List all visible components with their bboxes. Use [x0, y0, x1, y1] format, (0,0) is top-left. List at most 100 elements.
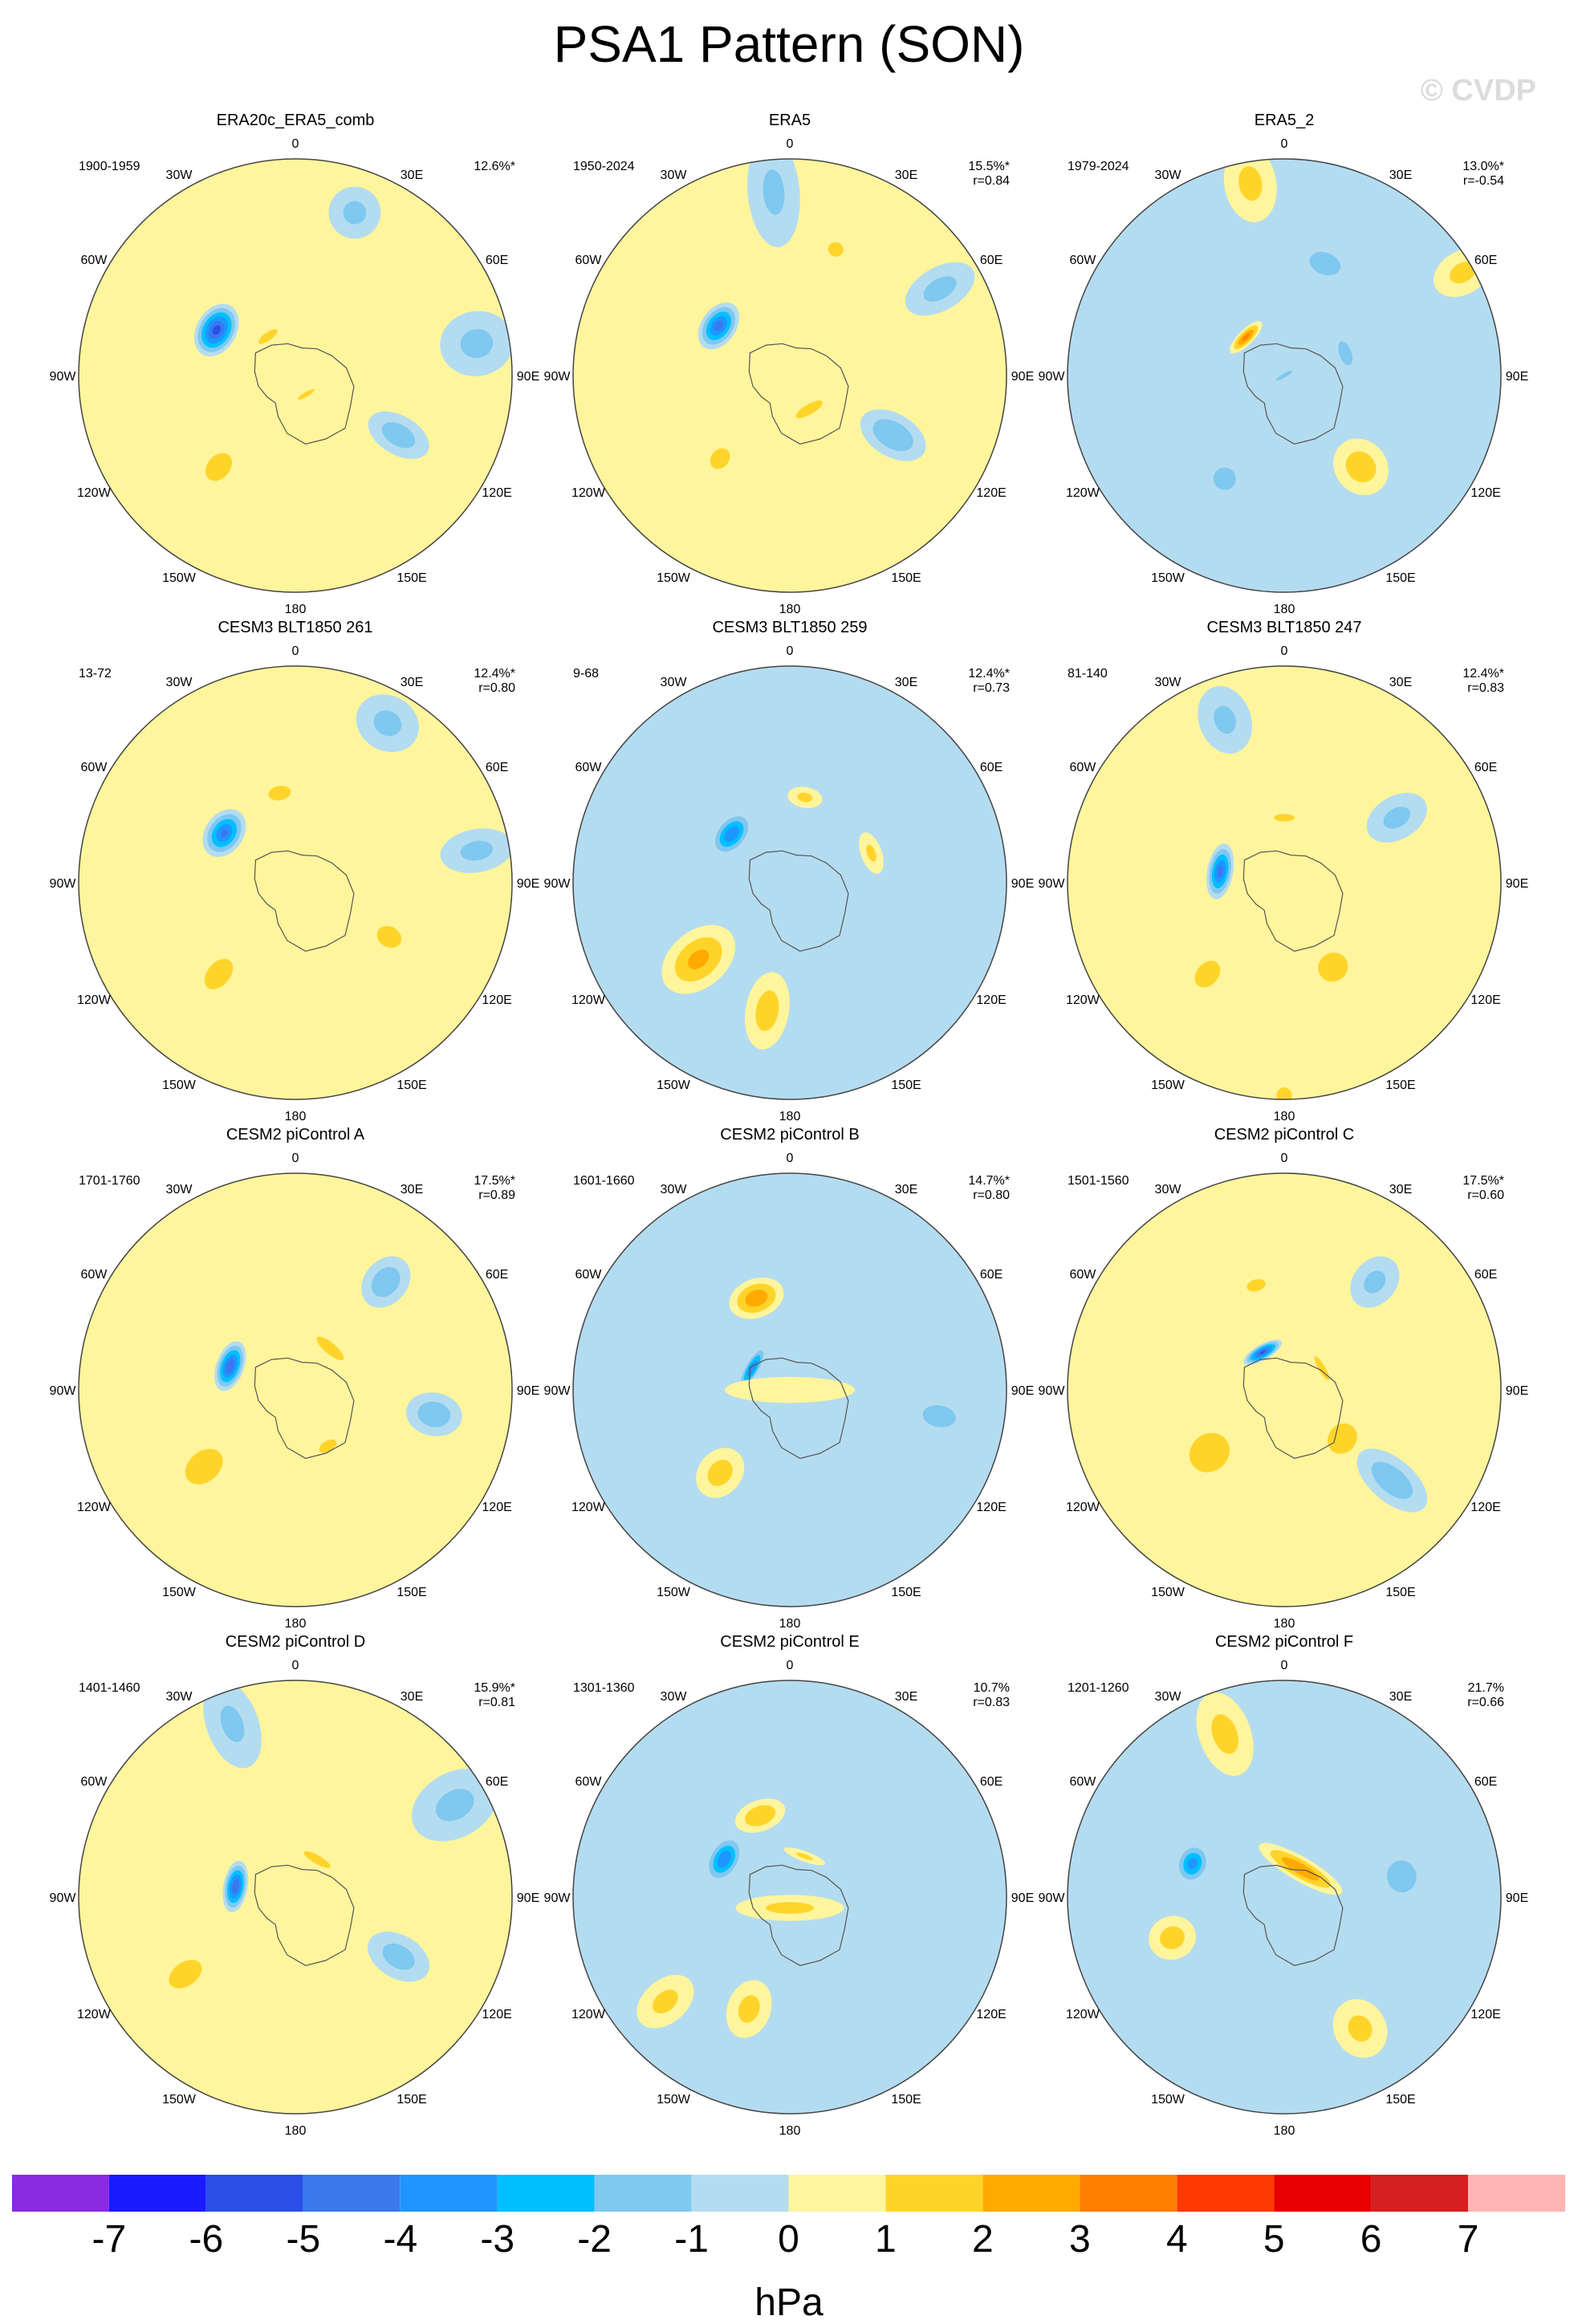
lon-label: 90W: [50, 877, 77, 891]
lon-label: 150E: [397, 1079, 426, 1092]
panel-title: CESM3 BLT1850 261: [218, 619, 372, 636]
lon-label: 60E: [980, 761, 1003, 774]
lon-label: 150E: [1385, 571, 1415, 585]
colorbar-swatch: [108, 2175, 206, 2212]
lon-label: 0: [292, 644, 299, 658]
lon-label: 120W: [1066, 2008, 1100, 2021]
anomaly-blob: [258, 778, 302, 807]
lon-label: 30W: [166, 676, 193, 689]
map-panel: 0 30E 60E 90E 120E 150E 180 150W 120W 90W 60W 30W CE…: [50, 1633, 540, 2138]
anomaly-blob: [905, 262, 975, 316]
lon-label: 0: [1281, 1152, 1288, 1165]
map-background: [79, 666, 512, 1099]
lon-label: 0: [787, 1659, 794, 1672]
anomaly-blob: [735, 1895, 844, 1921]
panel-pct: 21.7%: [1468, 1681, 1504, 1695]
map-border: [1067, 158, 1502, 593]
panel-pct: 12.4%*: [1462, 667, 1504, 681]
lon-label: 120E: [482, 1501, 511, 1514]
colorbar-tick: -6: [189, 2218, 224, 2261]
anomaly-blob: [1234, 1271, 1278, 1299]
panel-period: 1601-1660: [573, 1174, 635, 1188]
lon-label: 180: [285, 2124, 307, 2138]
anomaly-blob: [440, 311, 512, 376]
panel-corr: r=0.83: [1467, 681, 1504, 695]
lon-label: 150W: [162, 2093, 197, 2107]
panel-corr: r=0.80: [478, 681, 515, 695]
colorbar-tick: 1: [875, 2218, 897, 2261]
map-border: [572, 665, 1007, 1100]
anomaly-blob: [1263, 810, 1306, 826]
anomaly-blob: [356, 694, 419, 753]
anomaly-blob: [744, 972, 790, 1050]
anomaly-blob: [1177, 1420, 1242, 1485]
lon-label: 0: [292, 1152, 299, 1165]
lon-label: 90W: [1039, 370, 1066, 384]
map-panel: 0 30E 60E 90E 120E 150E 180 150W 120W 90W 60W 30W ER…: [544, 112, 1035, 616]
anomaly-blob: [636, 1974, 694, 2029]
panel-pct: 15.9%*: [474, 1681, 515, 1695]
lon-label: 150W: [657, 571, 691, 585]
panel-corr: r=0.60: [1467, 1188, 1504, 1202]
colorbar-swatch: [1177, 2175, 1275, 2212]
anomaly-blob: [1356, 1448, 1428, 1513]
colorbar-swatch: [594, 2175, 692, 2212]
colorbar-tick: -1: [674, 2218, 709, 2261]
lon-label: 120E: [976, 993, 1006, 1007]
lon-label: 90E: [517, 1891, 539, 1905]
lon-label: 180: [779, 1110, 801, 1123]
lon-label: 30W: [661, 169, 688, 182]
anomaly-blob: [1366, 793, 1427, 843]
lon-label: 30E: [895, 169, 917, 182]
colorbar-tick: -5: [286, 2218, 320, 2261]
panel-title: CESM3 BLT1850 259: [712, 619, 867, 636]
lon-label: 0: [1281, 644, 1288, 658]
lon-label: 150W: [162, 571, 197, 585]
anomaly-blob: [1299, 244, 1351, 283]
panel-title: CESM3 BLT1850 247: [1206, 619, 1361, 636]
map-panel: 0 30E 60E 90E 120E 150E 180 150W 120W 90W 60W 30W CE…: [1039, 619, 1529, 1123]
lon-label: 30W: [1155, 169, 1182, 182]
map-border: [78, 1172, 513, 1607]
lon-label: 120E: [1470, 993, 1500, 1007]
lon-label: 30E: [1389, 169, 1412, 182]
lon-label: 90E: [1011, 1384, 1034, 1398]
lon-label: 180: [285, 603, 307, 616]
lon-label: 150W: [1151, 571, 1186, 585]
colorbar-swatch: [1468, 2175, 1565, 2212]
lon-label: 90E: [1011, 877, 1034, 891]
lon-label: 0: [787, 1152, 794, 1165]
anomaly-blob: [747, 159, 800, 248]
lon-label: 120W: [571, 1501, 606, 1514]
panel-title: CESM2 piControl B: [720, 1126, 859, 1144]
panel-pct: 12.6%*: [474, 160, 515, 173]
lon-label: 120W: [1066, 486, 1100, 500]
lon-label: 180: [1274, 2124, 1295, 2138]
anomaly-blob: [287, 382, 326, 407]
panel-title: CESM2 piControl F: [1215, 1633, 1353, 1651]
lon-label: 60W: [575, 1268, 602, 1282]
lon-label: 150W: [657, 2093, 691, 2107]
anomaly-blob: [194, 303, 239, 357]
colorbar-units: hPa: [754, 2281, 824, 2324]
colorbar-swatch: [1080, 2175, 1177, 2212]
map-border: [78, 665, 513, 1100]
lon-label: 150W: [1151, 2093, 1186, 2107]
anomaly-blob: [155, 1948, 216, 2001]
lon-label: 60W: [575, 1775, 602, 1789]
lon-label: 30E: [401, 169, 423, 182]
colorbar-swatch: [982, 2175, 1080, 2212]
panel-period: 1301-1360: [573, 1681, 635, 1695]
coastline: [254, 1864, 355, 1966]
anomaly-blob: [1206, 843, 1234, 900]
lon-label: 30E: [1389, 1183, 1412, 1197]
lon-label: 30W: [1155, 1183, 1182, 1197]
map-panel: 0 30E 60E 90E 120E 150E 180 150W 120W 90W 60W 30W CE…: [50, 1126, 540, 1631]
anomaly-blob: [1265, 364, 1303, 388]
lon-label: 120E: [976, 1501, 1006, 1514]
panel-pct: 14.7%*: [968, 1174, 1010, 1188]
anomaly-blob: [859, 832, 884, 874]
panel-period: 1401-1460: [79, 1681, 140, 1695]
lon-label: 150E: [891, 1079, 921, 1092]
panel-corr: r=0.66: [1467, 1696, 1504, 1709]
